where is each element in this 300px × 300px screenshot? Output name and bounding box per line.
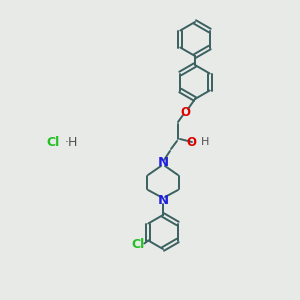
Text: ·H: ·H bbox=[65, 136, 78, 148]
Text: O: O bbox=[180, 106, 190, 118]
Text: Cl: Cl bbox=[47, 136, 60, 148]
Text: N: N bbox=[158, 157, 169, 169]
Text: Cl: Cl bbox=[132, 238, 145, 251]
Text: O: O bbox=[186, 136, 196, 148]
Text: N: N bbox=[158, 194, 169, 206]
Text: H: H bbox=[201, 137, 209, 147]
